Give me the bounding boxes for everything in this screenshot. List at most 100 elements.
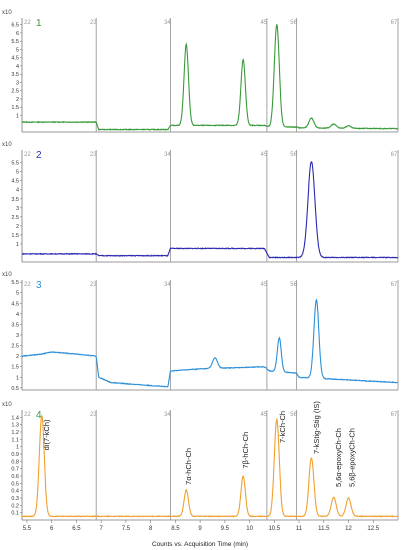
panel-2: 22 23 34 45 56 67 x10 2 1 1.5 2 2.5 3 3.5 4 4.5 5 5.5 — [2, 142, 399, 263]
x-axis: 5.5 6 6.5 7 7.5 8 8.5 9 9.5 10 10.5 11 11.5 12 12.5 — [23, 520, 380, 532]
x-tick-label: 9.5 — [221, 526, 230, 532]
trace-line — [21, 298, 399, 388]
x-axis-label: Counts vs. Acquisition Time (min) — [152, 541, 248, 548]
x-tick-label: 12 — [345, 526, 352, 532]
peak-annotation: 7β-hCh-Ch — [241, 432, 250, 469]
y-tick-label: 1.5 — [11, 105, 19, 111]
y-tick-label: 1.3 — [11, 423, 19, 429]
x-tick-label: 11 — [296, 526, 303, 532]
segment-label: 56 — [290, 20, 297, 26]
segment-label: 22 — [24, 412, 31, 418]
segment-label: 22 — [24, 152, 31, 158]
panel-number: 2 — [36, 150, 42, 161]
x-tick-label: 7 — [99, 526, 103, 532]
y-tick-label: 3.5 — [11, 322, 19, 328]
y-tick-label: 0.9 — [11, 452, 19, 458]
y-tick-label: 0.2 — [11, 503, 19, 509]
y-tick-label: 1.5 — [11, 365, 19, 371]
y-tick-label: 5 — [16, 47, 19, 53]
peak-annotation: 7-kCh-Ch — [278, 411, 287, 443]
y-tick-label: 0.1 — [11, 511, 19, 517]
y-tick-label: 0.8 — [11, 459, 19, 465]
x-tick-label: 8 — [149, 526, 153, 532]
y-tick-label: 0.3 — [11, 496, 19, 502]
x-tick-label: 7.5 — [122, 526, 131, 532]
segment-label: 67 — [391, 282, 398, 288]
trace-line — [21, 23, 399, 132]
y-tick-label: 4.5 — [11, 179, 19, 185]
panel-number: 3 — [36, 280, 42, 291]
x-tick-label: 5.5 — [23, 526, 32, 532]
segment-label: 34 — [164, 282, 171, 288]
segment-label: 56 — [290, 412, 297, 418]
y-tick-label: 1 — [16, 113, 19, 119]
trace-line — [22, 161, 399, 259]
y-tick-label: 2.5 — [11, 215, 19, 221]
scale-label: x10 — [2, 142, 12, 148]
y-tick-label: 4 — [16, 188, 19, 194]
y-tick-label: 0.4 — [11, 489, 19, 495]
peak-annotation: 7α-hCh-Ch — [184, 448, 193, 485]
peak-annotation: 5,6β-epoxyCh-Ch — [347, 428, 356, 487]
x-tick-label: 10 — [246, 526, 253, 532]
y-tick-label: 3 — [16, 206, 19, 212]
segment-label: 34 — [164, 152, 171, 158]
panels-layer: 22 23 34 45 56 67x10111.522.533.544.555.566.5… — [2, 10, 399, 521]
panel-3: 22 23 34 45 56 67 x10 3 0.5 1 1.5 2 2.5 3 3.5 4 4.5 5 5.5 — [2, 272, 399, 392]
y-tick-label: 1.2 — [11, 430, 19, 436]
segment-label: 45 — [261, 412, 268, 418]
y-tick-label: 2 — [16, 224, 19, 230]
scale-label: x10 — [2, 10, 12, 16]
scale-label: x10 — [2, 272, 12, 278]
y-tick-label: 4.5 — [11, 301, 19, 307]
y-tick-label: 1.1 — [11, 437, 19, 443]
y-tick-label: 0.5 — [11, 481, 19, 487]
y-tick-label: 1 — [16, 445, 19, 451]
x-tick-label: 6.5 — [72, 526, 81, 532]
y-tick-label: 6.5 — [11, 23, 19, 29]
y-tick-label: 3.5 — [11, 72, 19, 78]
y-tick-label: 3.5 — [11, 197, 19, 203]
y-tick-label: 0.6 — [11, 474, 19, 480]
peak-annotation: 7-kStig-Stig (IS) — [312, 401, 321, 454]
segment-label: 67 — [391, 152, 398, 158]
segment-label: 67 — [391, 20, 398, 26]
y-tick-label: 3 — [16, 333, 19, 339]
panel-1: 22 23 34 45 56 67 x10 1 1 1.5 2 2.5 3 3.5 4 4.5 5 5.5 6 6.5 — [2, 10, 399, 133]
x-tick-label: 12.5 — [367, 526, 379, 532]
y-tick-label: 5 — [16, 170, 19, 176]
segment-label: 34 — [164, 20, 171, 26]
x-tick-label: 9 — [198, 526, 202, 532]
peak-annotation: di(7-kCh) — [42, 419, 51, 450]
x-tick-label: 8.5 — [171, 526, 180, 532]
y-tick-label: 1 — [16, 375, 19, 381]
y-tick-label: 2 — [16, 354, 19, 360]
y-tick-label: 5.5 — [11, 280, 19, 286]
y-tick-label: 5.5 — [11, 161, 19, 167]
y-tick-label: 4.5 — [11, 56, 19, 62]
x-tick-label: 10.5 — [268, 526, 280, 532]
y-tick-label: 5.5 — [11, 39, 19, 45]
y-tick-label: 2 — [16, 97, 19, 103]
segment-label: 45 — [261, 282, 268, 288]
y-tick-label: 3 — [16, 80, 19, 86]
x-tick-label: 6 — [50, 526, 54, 532]
y-tick-label: 0.5 — [11, 386, 19, 392]
panel-number: 1 — [36, 18, 42, 29]
x-tick-label: 11.5 — [318, 526, 330, 532]
trace-line — [21, 414, 399, 518]
y-tick-label: 1.4 — [11, 415, 19, 421]
segment-label: 22 — [24, 282, 31, 288]
segment-label: 56 — [290, 282, 297, 288]
panel-4: 22 23 34 45 56 67 x10 4 0.1 0.20.30.4 0.50.60.7 0.8… — [2, 401, 399, 521]
y-tick-label: 4 — [16, 312, 19, 318]
segment-label: 23 — [90, 282, 97, 288]
y-tick-label: 1 — [16, 242, 19, 248]
y-tick-label: 6 — [16, 31, 19, 37]
segment-label: 23 — [90, 20, 97, 26]
segment-label: 45 — [261, 20, 268, 26]
y-tick-label: 5 — [16, 291, 19, 297]
y-tick-label: 4 — [16, 64, 19, 70]
segment-label: 67 — [391, 412, 398, 418]
